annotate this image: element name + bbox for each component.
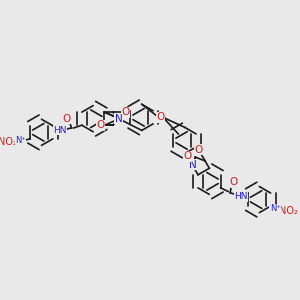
Text: NO₂: NO₂ xyxy=(0,136,17,147)
Text: O: O xyxy=(157,112,165,122)
Text: O: O xyxy=(122,107,130,117)
Text: O: O xyxy=(96,120,104,130)
Text: HN: HN xyxy=(53,126,67,135)
Text: O: O xyxy=(230,177,238,188)
Text: O: O xyxy=(195,145,203,155)
Text: N⁺: N⁺ xyxy=(270,204,281,213)
Text: O: O xyxy=(62,114,71,124)
Text: O: O xyxy=(183,152,191,161)
Text: N: N xyxy=(115,114,122,124)
Text: N: N xyxy=(189,160,197,170)
Text: N⁺: N⁺ xyxy=(15,136,26,145)
Text: NO₂: NO₂ xyxy=(279,206,298,216)
Text: HN: HN xyxy=(234,192,248,201)
